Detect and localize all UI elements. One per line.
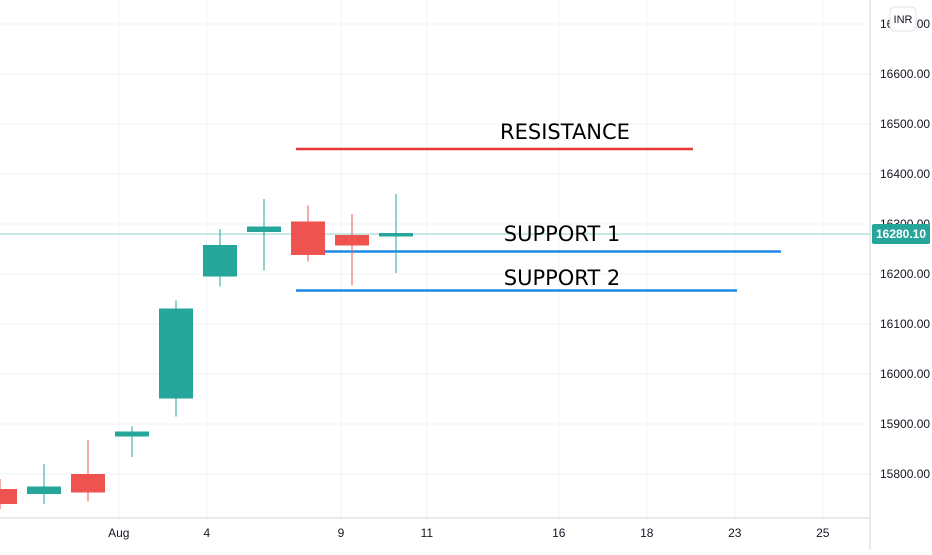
x-tick-label: 4 [203,526,210,540]
candle-body [335,235,369,246]
y-tick-label: 16500.00 [880,117,930,131]
level-label: RESISTANCE [500,120,630,144]
candle [0,479,17,509]
y-tick-label: 16400.00 [880,167,930,181]
candle-body [379,233,413,237]
candle-body [27,486,61,494]
x-tick-label: 11 [421,526,434,540]
candle-body [203,245,237,277]
price-axis[interactable]: 15800.00 15900.00 16000.00 16100.00 16200.00… [880,17,930,481]
x-tick-label: 9 [338,526,345,540]
last-price-tag-text: 16280.10 [876,227,926,241]
candle [159,300,193,417]
candles [0,194,413,509]
level-lines [0,147,870,292]
y-tick-label: 16200.00 [880,267,930,281]
grid [0,0,870,518]
y-tick-label: 15800.00 [880,467,930,481]
y-tick-label: 16600.00 [880,67,930,81]
candle [203,229,237,287]
level-label: SUPPORT 1 [504,222,620,246]
candle-body [291,221,325,255]
candle [291,205,325,262]
y-tick-label: 15900.00 [880,417,930,431]
candle [335,214,369,286]
candle [115,426,149,457]
candle [71,440,105,502]
currency-label: INR [894,14,913,26]
x-tick-label: 25 [816,526,830,540]
currency-badge-box [889,6,917,32]
x-tick-label: 18 [640,526,654,540]
x-tick-label: Aug [108,526,129,540]
candle-body [71,474,105,493]
level-label: SUPPORT 2 [504,266,620,290]
candle-body [159,308,193,399]
x-tick-label: 23 [728,526,742,540]
x-tick-label: 16 [552,526,566,540]
candle [379,194,413,273]
candle [247,199,281,271]
last-price-tag-box [872,223,930,244]
candle [27,464,61,504]
currency-badge[interactable]: INR [889,6,917,32]
candle-body [115,431,149,437]
candle-body [247,226,281,232]
time-axis[interactable]: Aug 4 9 11 16 18 23 25 [108,526,830,540]
candle-body [0,489,17,504]
y-tick-label: 16000.00 [880,367,930,381]
y-tick-label: 16100.00 [880,317,930,331]
annotations: RESISTANCE SUPPORT 1 SUPPORT 2 [500,120,630,290]
last-price-tag: 16280.10 [872,223,930,244]
